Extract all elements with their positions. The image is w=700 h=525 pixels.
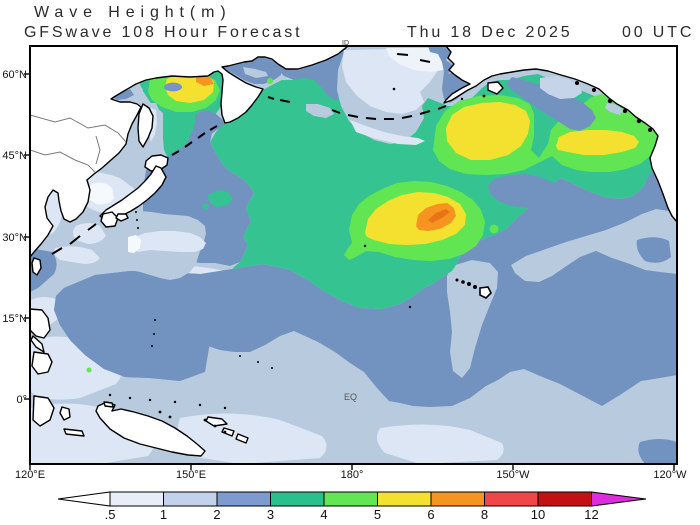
svg-text:10: 10: [531, 507, 545, 522]
svg-text:120°W: 120°W: [653, 469, 687, 481]
svg-text:12: 12: [584, 507, 598, 522]
svg-text:180°: 180°: [341, 469, 364, 481]
svg-text:60°N: 60°N: [2, 69, 27, 81]
svg-text:Thu 18 Dec 2025: Thu 18 Dec 2025: [407, 24, 573, 41]
svg-text:EQ: EQ: [344, 392, 357, 402]
svg-text:1: 1: [160, 507, 167, 522]
svg-text:00 UTC: 00 UTC: [622, 24, 694, 41]
svg-text:ID: ID: [342, 40, 349, 47]
svg-text:150°W: 150°W: [496, 469, 530, 481]
svg-text:45°N: 45°N: [2, 150, 27, 162]
svg-text:0°: 0°: [16, 394, 27, 406]
svg-text:4: 4: [320, 507, 327, 522]
svg-text:15°N: 15°N: [2, 313, 27, 325]
svg-text:.5: .5: [105, 507, 116, 522]
svg-text:5: 5: [374, 507, 381, 522]
svg-text:150°E: 150°E: [176, 469, 206, 481]
svg-text:2: 2: [213, 507, 220, 522]
svg-text:GFSwave 108 Hour Forecast: GFSwave 108 Hour Forecast: [24, 24, 302, 41]
svg-text:30°N: 30°N: [2, 232, 27, 244]
svg-text:6: 6: [427, 507, 434, 522]
svg-text:3: 3: [267, 507, 274, 522]
svg-text:120°E: 120°E: [15, 469, 45, 481]
svg-text:Wave Height(m): Wave Height(m): [34, 4, 232, 21]
svg-text:8: 8: [481, 507, 488, 522]
